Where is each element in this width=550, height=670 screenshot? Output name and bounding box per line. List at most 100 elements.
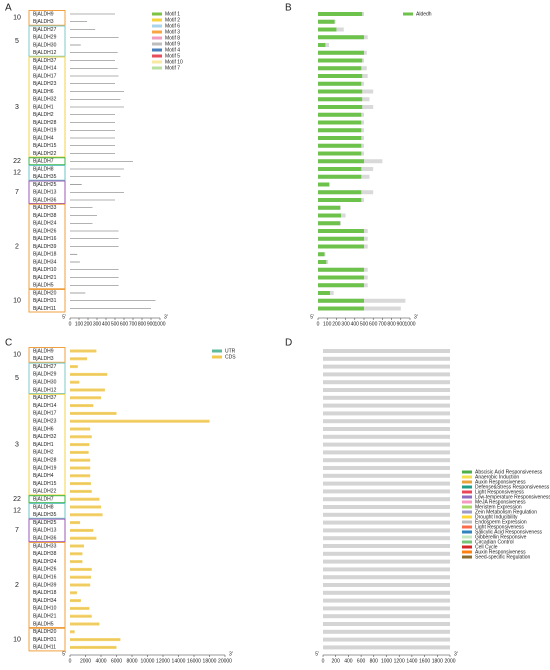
gene-label: BjALDH14 xyxy=(33,66,57,72)
gene-body xyxy=(70,380,80,384)
gene-label: BjALDH1 xyxy=(33,104,54,110)
legend-label: Motif 5 xyxy=(165,53,180,59)
x-tick-label: 2000 xyxy=(444,658,455,664)
domain-bar xyxy=(318,198,362,202)
x-tick-label: 4000 xyxy=(95,658,106,664)
promoter-bar xyxy=(323,427,450,431)
legend-swatch xyxy=(462,540,472,544)
gene-label: BjALDH27 xyxy=(33,364,57,370)
group-box xyxy=(28,362,66,395)
x-tick-label: 1400 xyxy=(406,658,417,664)
gene-label: BjALDH10 xyxy=(33,267,57,273)
gene-label: BjALDH10 xyxy=(33,606,57,612)
gene-label: BjALDH28 xyxy=(33,120,57,126)
x-tick-label: 900 xyxy=(147,321,156,327)
gene-label: BjALDH35 xyxy=(33,174,57,180)
x-tick-label: 800 xyxy=(370,658,379,664)
domain-bar xyxy=(318,97,363,102)
promoter-bar xyxy=(323,505,450,509)
legend-swatch xyxy=(152,48,162,52)
domain-bar xyxy=(318,167,362,171)
promoter-bar xyxy=(323,520,450,525)
gene-label: BjALDH15 xyxy=(33,481,57,487)
gene-body xyxy=(70,528,94,532)
legend-swatch xyxy=(152,30,162,34)
legend-swatch xyxy=(462,545,472,549)
x-tick-label: 1000 xyxy=(154,321,165,327)
gene-label: BjALDH24 xyxy=(33,559,57,565)
group-label: 2 xyxy=(15,243,19,250)
promoter-bar xyxy=(323,512,450,517)
x-tick-label: 1200 xyxy=(394,658,405,664)
gene-label: BjALDH22 xyxy=(33,151,57,157)
gene-label: BjALDH4 xyxy=(33,473,54,479)
gene-body xyxy=(70,591,77,595)
x-tick-label: 18000 xyxy=(203,658,217,664)
domain-bar xyxy=(318,244,364,249)
x-tick-label: 400 xyxy=(351,321,360,327)
domain-bar xyxy=(318,190,362,195)
gene-label: BjALDH26 xyxy=(33,228,57,234)
legend-label: MeJA Responsiveness xyxy=(475,499,526,505)
legend-label: Drought Inducibility xyxy=(475,514,518,520)
gene-label: BjALDH23 xyxy=(33,81,57,87)
x-tick-label: 20000 xyxy=(218,658,232,664)
domain-bar xyxy=(318,252,325,257)
gene-body xyxy=(70,497,100,501)
legend-swatch xyxy=(462,555,472,559)
panel-label: A xyxy=(5,3,12,14)
legend-label: Motif 10 xyxy=(165,59,183,65)
gene-label: BjALDH36 xyxy=(33,197,57,203)
gene-body xyxy=(70,575,91,579)
domain-bar xyxy=(318,151,362,156)
x-tick-label: 0 xyxy=(69,321,72,327)
legend-label: Light Responsiveness xyxy=(475,489,524,495)
gene-label: BjALDH25 xyxy=(33,182,57,188)
group-box xyxy=(28,165,66,181)
legend-label: Motif 2 xyxy=(165,17,180,23)
domain-bar xyxy=(318,298,364,303)
gene-label: BjALDH39 xyxy=(33,582,57,588)
domain-bar xyxy=(318,174,362,179)
group-box xyxy=(28,180,66,204)
legend-label: Motif 8 xyxy=(165,35,180,41)
x-tick-label: 1000 xyxy=(381,658,392,664)
domain-bar xyxy=(318,136,362,140)
promoter-bar xyxy=(323,442,450,447)
promoter-bar xyxy=(323,372,450,377)
gene-label: BjALDH36 xyxy=(33,536,57,542)
gene-label: BjALDH31 xyxy=(33,298,57,304)
gene-label: BjALDH21 xyxy=(33,275,57,281)
legend-label: Low-temperature Responsiveness xyxy=(475,494,550,500)
x-tick-label: 400 xyxy=(344,658,353,664)
legend-label: Aldedh xyxy=(416,11,432,17)
group-box xyxy=(28,393,66,496)
x-tick-label: 0 xyxy=(322,658,325,664)
gene-label: BjALDH30 xyxy=(33,380,57,386)
x-tick-label: 600 xyxy=(357,658,366,664)
gene-body xyxy=(70,450,89,454)
gene-body xyxy=(70,427,91,431)
gene-body xyxy=(70,521,81,525)
promoter-bar xyxy=(323,598,450,603)
gene-label: BjALDH26 xyxy=(33,567,57,573)
panel-label: B xyxy=(285,3,292,14)
group-box xyxy=(28,495,66,504)
promoter-bar xyxy=(323,458,450,463)
x-tick-label: 800 xyxy=(387,321,396,327)
promoter-bar xyxy=(323,497,450,502)
domain-bar xyxy=(318,50,364,55)
legend-label: Defense&Stress Responsiveness xyxy=(475,484,550,490)
x-tick-label: 300 xyxy=(93,321,102,327)
end-label: 5' xyxy=(62,314,66,320)
gene-body xyxy=(70,567,92,571)
x-tick-label: 100 xyxy=(75,321,84,327)
gene-label: BjALDH23 xyxy=(33,419,57,425)
x-tick-label: 400 xyxy=(102,321,111,327)
promoter-bar xyxy=(323,411,450,416)
group-label: 10 xyxy=(13,15,21,22)
domain-bar xyxy=(318,35,364,40)
promoter-bar xyxy=(323,364,450,369)
domain-bar xyxy=(318,213,341,218)
x-tick-label: 6000 xyxy=(111,658,122,664)
